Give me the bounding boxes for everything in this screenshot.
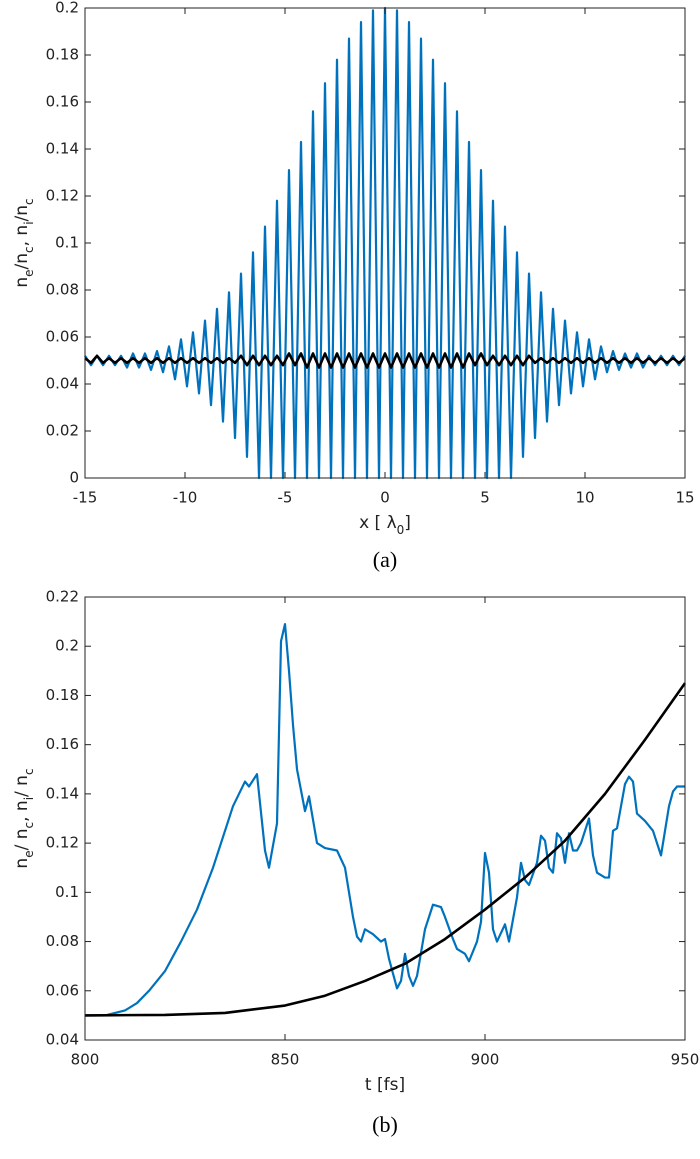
y-axis-label: ne/ nc, ni/ nc [12, 768, 36, 868]
y-tick-label: 0.22 [46, 588, 79, 606]
plot-frame [84, 596, 686, 1041]
y-tick-label: 0.16 [46, 735, 79, 753]
y-tick-label: 0.14 [46, 784, 79, 802]
subscript: c [22, 768, 36, 775]
x-tick-label: -15 [73, 489, 98, 507]
label-part: , n [12, 225, 32, 247]
y-tick-label: 0.08 [46, 932, 79, 950]
y-tick-label: 0.2 [55, 637, 79, 655]
y-tick-label: 0.18 [46, 686, 79, 704]
x-tick-label: 5 [480, 489, 490, 507]
subscript: 0 [397, 523, 405, 537]
caption: (a) [373, 547, 397, 572]
label-part: t [fs] [365, 1075, 405, 1095]
x-tick-label: 850 [271, 1051, 300, 1069]
data-line [85, 622, 685, 1017]
label-part: /n [12, 205, 32, 222]
subscript: c [22, 246, 36, 253]
y-tick-label: 0.06 [46, 328, 79, 346]
y-axis-label: ne/nc, ni/nc [12, 198, 36, 287]
x-tick-label: 900 [471, 1051, 500, 1069]
y-tick-label: 0.16 [46, 93, 79, 111]
label-part: /n [12, 253, 32, 270]
y-tick-label: 0.1 [55, 234, 79, 252]
x-axis-label: t [fs] [365, 1075, 405, 1095]
y-tick-label: 0.18 [46, 46, 79, 64]
y-tick-label: 0.06 [46, 981, 79, 999]
label-part: n [12, 277, 32, 288]
label-part: / n [12, 828, 32, 850]
subscript: e [22, 270, 36, 277]
label-part: x [ λ [359, 513, 397, 533]
y-tick-label: 0.12 [46, 187, 79, 205]
y-tick-label: 0.04 [46, 1031, 79, 1049]
y-tick-label: 0.04 [46, 375, 79, 393]
data-line [84, 682, 687, 1017]
label-part: n [12, 858, 32, 869]
y-tick-label: 0.02 [46, 422, 79, 440]
x-tick-label: -5 [278, 489, 293, 507]
y-tick-label: 0.08 [46, 281, 79, 299]
data-line [84, 352, 686, 369]
x-tick-label: -10 [173, 489, 198, 507]
x-tick-label: 10 [575, 489, 594, 507]
x-tick-label: 950 [671, 1051, 700, 1069]
y-tick-label: 0.2 [55, 0, 79, 17]
subscript: i [22, 221, 36, 224]
y-tick-label: 0.12 [46, 834, 79, 852]
data-line [84, 6, 686, 480]
subscript: c [22, 198, 36, 205]
caption: (b) [372, 1112, 398, 1137]
x-tick-label: 800 [71, 1051, 100, 1069]
y-tick-label: 0 [69, 469, 79, 487]
x-axis-label: x [ λ0] [359, 513, 411, 537]
x-tick-label: 0 [380, 489, 390, 507]
subscript: i [22, 797, 36, 800]
y-tick-label: 0.14 [46, 140, 79, 158]
label-part: , n [12, 800, 32, 822]
label-part: ] [404, 513, 411, 533]
x-tick-label: 15 [675, 489, 694, 507]
label-part: / n [12, 775, 32, 797]
subscript: e [22, 850, 36, 857]
y-tick-label: 0.1 [55, 883, 79, 901]
subscript: c [22, 822, 36, 829]
